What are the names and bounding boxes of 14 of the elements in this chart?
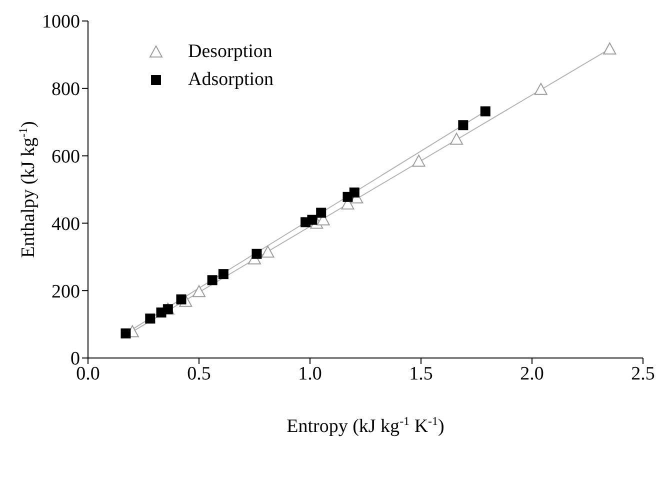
y-tick-label: 400 xyxy=(52,214,80,235)
legend-label: Desorption xyxy=(188,41,272,63)
y-tick-label: 1000 xyxy=(42,12,80,33)
x-tick-label: 2.5 xyxy=(631,363,655,384)
x-tick-label: 0.0 xyxy=(76,363,100,384)
x-tick-label: 0.5 xyxy=(187,363,211,384)
y-tick-label: 600 xyxy=(52,146,80,168)
y-tick-label: 200 xyxy=(52,281,80,302)
x-tick-label: 1.0 xyxy=(298,363,322,384)
x-tick-label: 2.0 xyxy=(520,363,544,384)
x-axis-title: Entropy (kJ kg$^{-1}$ K$^{-1}$) xyxy=(286,414,444,437)
y-tick-label: 800 xyxy=(52,79,80,100)
x-tick-label: 1.5 xyxy=(409,363,433,384)
legend-label: Adsorption xyxy=(188,69,274,91)
